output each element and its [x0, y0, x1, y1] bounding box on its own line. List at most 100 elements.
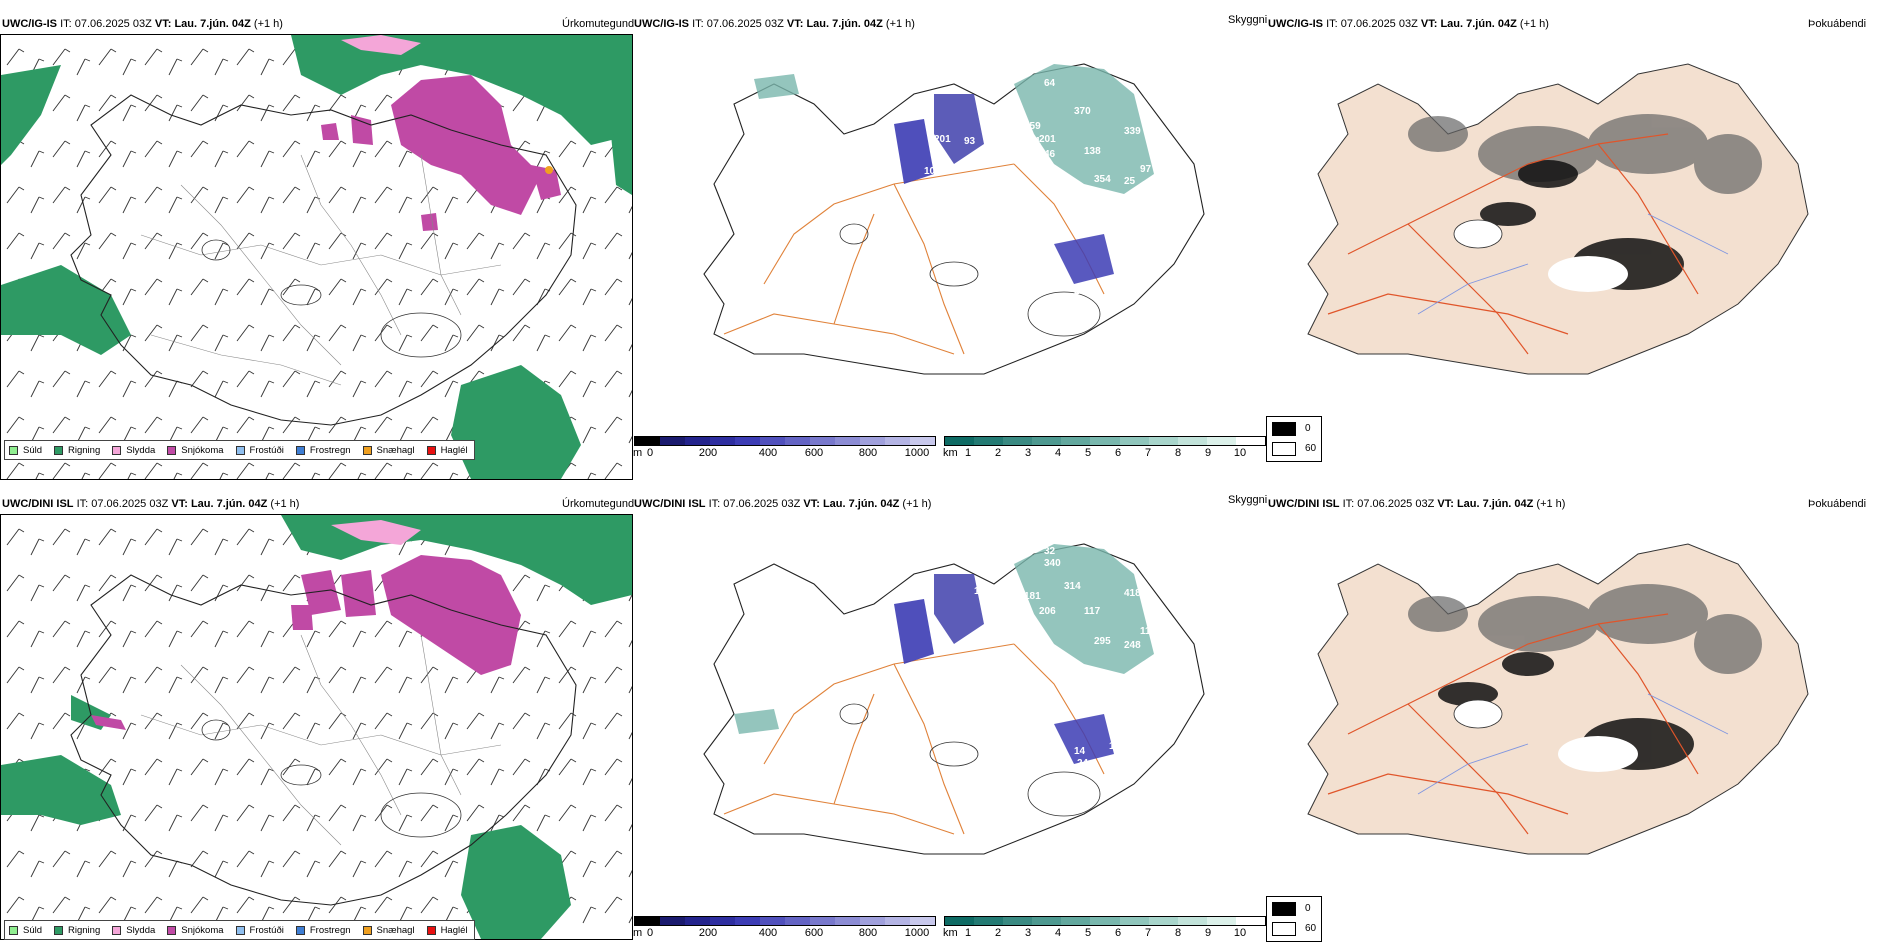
fog-legend-swatch-60 — [1272, 922, 1296, 936]
cloud-value: 340 — [1044, 558, 1061, 569]
visibility-tick: 2 — [994, 447, 1002, 459]
fog-map[interactable] — [1268, 34, 1900, 434]
lead-time: (+1 h) — [1519, 18, 1549, 30]
cloud-value: 24 — [1077, 758, 1089, 769]
it-value: 07.06.2025 03Z — [74, 18, 152, 30]
legend-item-snaehagl: Snæhagl — [362, 445, 415, 456]
vt-value: Lau. 7.jún. 04Z — [190, 498, 268, 510]
cloud-value: 201 — [934, 134, 951, 145]
visibility-map[interactable]: 64 370 339 259 201 301 46 138 97 354 25 … — [634, 34, 1266, 434]
it-label: IT: — [60, 18, 72, 30]
legend-swatch — [112, 445, 122, 455]
vt-value: Lau. 7.jún. 04Z — [174, 18, 251, 30]
legend-swatch — [167, 445, 177, 455]
fog-map[interactable] — [1268, 514, 1900, 914]
legend-item-snjokoma: Snjókoma — [167, 925, 224, 936]
cloud-value: 14 — [934, 151, 946, 162]
cloud-value: 12 — [1044, 646, 1056, 657]
lead-time: (+1 h) — [270, 498, 300, 510]
legend-item-haglel: Haglél — [426, 925, 468, 936]
visibility-tick: 9 — [1204, 447, 1212, 459]
legend-swatch — [54, 925, 64, 935]
visibility-unit: km — [943, 927, 958, 939]
cloudbase-unit: m — [633, 447, 643, 459]
cloudbase-colorbar-swatches — [634, 436, 936, 446]
cloud-value: 314 — [1064, 581, 1081, 592]
visibility-tick: 8 — [1174, 447, 1182, 459]
legend-item-sild: Súld — [9, 925, 42, 936]
lead-time: (+1 h) — [253, 18, 283, 30]
cloudbase-tick: 1000 — [904, 927, 930, 939]
cloud-value: 131 — [1039, 691, 1056, 702]
vt-label: VT: — [154, 18, 172, 30]
vt-label: VT: — [1437, 498, 1454, 510]
cloudbase-tick: 200 — [698, 927, 718, 939]
legend-item-frostregn: Frostregn — [295, 925, 351, 936]
it-value: 07.06.2025 03Z — [1340, 18, 1418, 30]
visibility-map[interactable]: 32 340 418 184 181 314 117 126 206 115 2… — [634, 514, 1266, 914]
precip-type-map[interactable] — [0, 34, 633, 480]
cloud-value: 14 — [1074, 746, 1086, 757]
precip-panel-name: Úrkomutegund — [562, 498, 635, 510]
cloudbase-tick: 600 — [804, 447, 824, 459]
visibility-tick: 4 — [1054, 447, 1062, 459]
visibility-tick: 8 — [1174, 927, 1182, 939]
cloud-value: 248 — [1124, 640, 1141, 651]
it-value: 07.06.2025 03Z — [723, 498, 801, 510]
legend-swatch — [295, 445, 305, 455]
cloudbase-colorbar-labels: m 0 200 400 600 800 1000 — [633, 926, 936, 940]
visibility-tick: 10 — [1233, 447, 1247, 459]
visibility-panel-title: UWC/IG-IS IT: 07.06.2025 03Z VT: Lau. 7.… — [634, 16, 1234, 32]
legend-swatch — [235, 445, 245, 455]
fog-legend-swatch-0 — [1272, 422, 1296, 436]
cloudbase-tick: 0 — [646, 447, 654, 459]
visibility-tick: 1 — [964, 927, 972, 939]
cloud-value: 109 — [1109, 741, 1126, 752]
legend-item-snjokoma: Snjókoma — [167, 445, 224, 456]
cloud-value: 181 — [1024, 591, 1041, 602]
cloudbase-tick: 800 — [858, 447, 878, 459]
cloud-value: 99 — [934, 632, 946, 643]
cloudbase-tick: 1000 — [904, 447, 930, 459]
cloud-value: 134 — [1044, 231, 1061, 242]
cloud-value: 30 — [1044, 184, 1056, 195]
vt-value: Lau. 7.jún. 04Z — [806, 18, 883, 30]
legend-item-haglel: Haglél — [426, 445, 468, 456]
model-name: UWC/DINI ISL — [2, 498, 74, 510]
legend-item-rigning: Rigning — [54, 445, 100, 456]
row-1: UWC/IG-IS IT: 07.06.2025 03Z VT: Lau. 7.… — [0, 14, 1900, 480]
cloudbase-tick: 0 — [646, 927, 654, 939]
cloud-value: 10 — [1024, 711, 1036, 722]
cloud-value: 126 — [984, 604, 1001, 615]
cloud-value: 120 — [914, 196, 931, 207]
vt-value: Lau. 7.jún. 04Z — [822, 498, 900, 510]
cloudbase-tick: 400 — [758, 927, 778, 939]
cloudbase-tick: 200 — [698, 447, 718, 459]
fog-legend-label-60: 60 — [1305, 443, 1317, 454]
legend-item-slydda: Slydda — [112, 445, 155, 456]
visibility-colorbar-swatches — [944, 436, 1266, 446]
visibility-colorbar-labels: km 1 2 3 4 5 6 7 8 9 10 — [943, 926, 1266, 940]
precip-type-map[interactable] — [0, 514, 633, 940]
cloud-value: 138 — [1084, 146, 1101, 157]
cloud-value: 93 — [964, 136, 976, 147]
cloudbase-tick: 400 — [758, 447, 778, 459]
cloud-value: 19 — [1094, 294, 1106, 305]
model-name: UWC/DINI ISL — [634, 498, 706, 510]
visibility-tick: 5 — [1084, 927, 1092, 939]
visibility-tick: 6 — [1114, 447, 1122, 459]
cloud-value: 64 — [1044, 78, 1056, 89]
cloud-value: 32 — [1044, 546, 1056, 557]
fog-legend-label-0: 0 — [1305, 903, 1311, 914]
cloud-value: 232 — [979, 694, 996, 705]
cloud-value: 184 — [974, 586, 991, 597]
cloud-value: 354 — [1094, 174, 1111, 185]
it-label: IT: — [1342, 498, 1355, 510]
visibility-tick: 6 — [1114, 927, 1122, 939]
legend-swatch — [362, 445, 372, 455]
fog-legend-label-0: 0 — [1305, 423, 1311, 434]
cloud-value: 117 — [1084, 606, 1101, 617]
fog-legend-swatch-0 — [1272, 902, 1296, 916]
vt-label: VT: — [803, 498, 820, 510]
visibility-colorbar-labels: km 1 2 3 4 5 6 7 8 9 10 — [943, 446, 1266, 460]
